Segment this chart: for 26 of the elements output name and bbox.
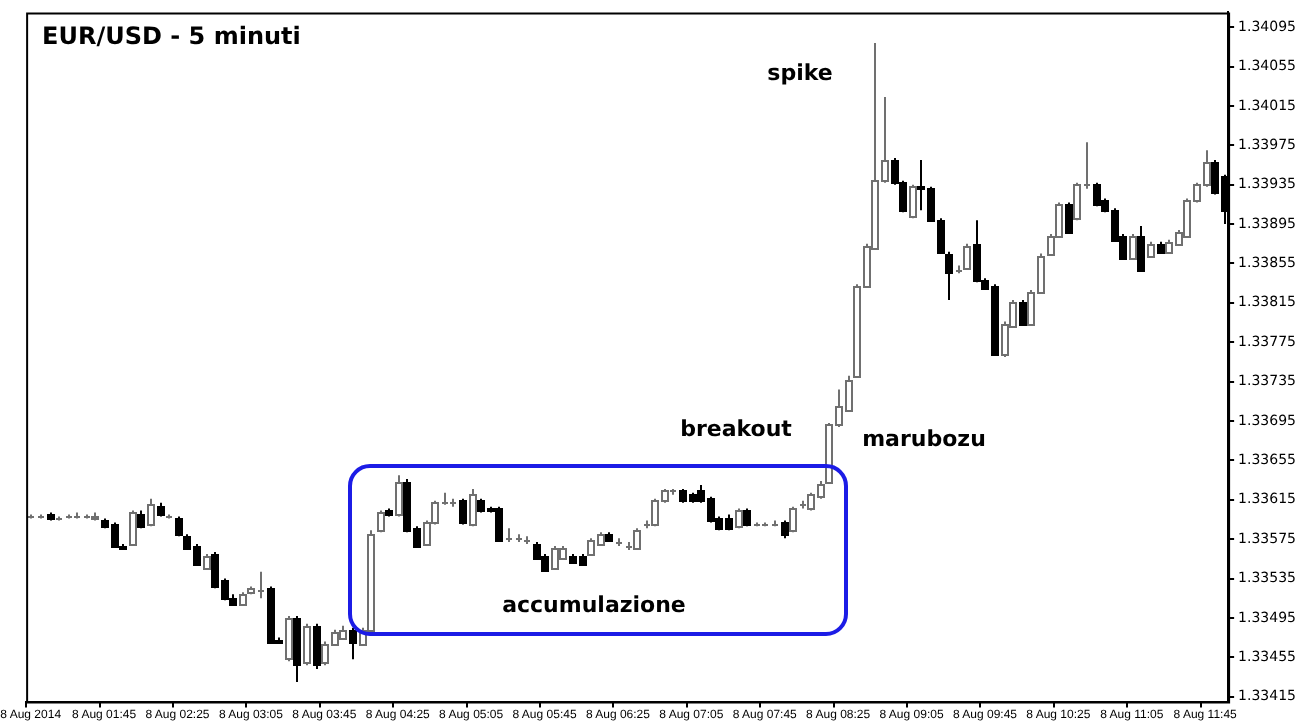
candlestick	[1137, 225, 1145, 273]
candlestick	[1019, 298, 1027, 327]
candlestick	[551, 545, 559, 571]
candlestick	[789, 505, 797, 534]
candlestick	[349, 626, 357, 661]
annotation: accumulazione	[502, 592, 686, 618]
annotation: spike	[767, 60, 833, 86]
candlestick	[303, 622, 311, 667]
candlestick	[1129, 232, 1137, 261]
candlestick	[973, 219, 981, 284]
candlestick	[293, 614, 301, 683]
candlestick	[963, 242, 971, 271]
candlestick	[313, 622, 321, 671]
candlestick	[285, 614, 293, 663]
annotation: breakout	[680, 416, 792, 442]
candlestick	[395, 474, 403, 518]
annotation: marubozu	[862, 426, 986, 452]
candlestick	[633, 527, 641, 551]
candlestick	[495, 505, 503, 544]
candlestick	[469, 487, 477, 528]
text: EUR/USD - 5 minuti	[42, 22, 301, 51]
candlestick	[1065, 201, 1073, 235]
candlestick	[459, 497, 467, 526]
candlestick	[909, 183, 917, 220]
candlestick	[129, 509, 137, 548]
candlestick	[147, 497, 155, 528]
